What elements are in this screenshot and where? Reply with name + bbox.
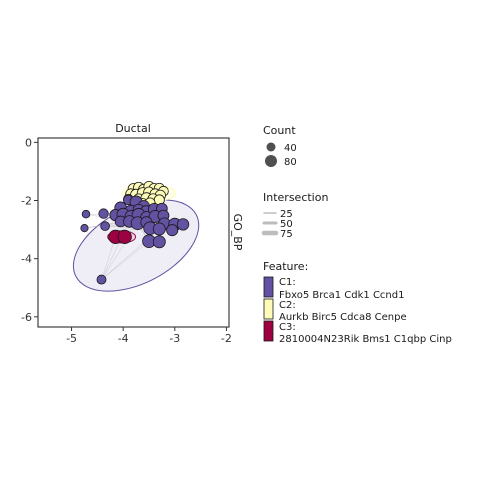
node-c1 <box>166 224 179 237</box>
node-c1 <box>152 222 166 236</box>
y-axis: 0 -2 -4 -6 <box>21 136 38 324</box>
node-c1 <box>98 208 109 219</box>
x-tick-label: -5 <box>66 332 77 345</box>
legend-intersection-label-50: 50 <box>280 219 293 230</box>
legend-intersection-label-25: 25 <box>280 209 293 220</box>
network-nodes <box>80 180 190 285</box>
node-c1 <box>96 274 107 285</box>
legend-count-key-large <box>265 155 277 167</box>
x-tick-label: -2 <box>221 332 232 345</box>
legend: Count 40 80 Intersection 25 50 75 Featur… <box>261 124 452 345</box>
network-edge <box>101 223 138 280</box>
legend-feature-swatch-c1 <box>263 276 274 298</box>
x-tick-label: -4 <box>118 332 129 345</box>
node-c1 <box>81 209 91 219</box>
legend-count-title: Count <box>263 124 296 137</box>
x-axis: -5 -4 -3 -2 <box>66 327 232 345</box>
legend-intersection-title: Intersection <box>263 191 328 204</box>
legend-feature-genes-c1: Fbxo5 Brca1 Cdk1 Ccnd1 <box>279 290 404 301</box>
network-edge <box>101 241 150 280</box>
node-c3 <box>117 229 132 244</box>
node-c1 <box>100 221 110 231</box>
node-c1 <box>176 218 190 231</box>
legend-feature-genes-c3: 2810004N23Rik Bms1 C1qbp Cinp <box>279 334 452 345</box>
legend-feature-swatch-c3 <box>263 320 274 342</box>
y-tick-label: -4 <box>21 253 32 266</box>
legend-feature-label-c2: C2: <box>279 300 296 311</box>
legend-count: Count 40 80 <box>263 124 297 168</box>
legend-feature: Feature: C1: Fbxo5 Brca1 Cdk1 Ccnd1 C2: … <box>263 260 452 345</box>
y-tick-label: 0 <box>25 136 32 149</box>
legend-feature-label-c3: C3: <box>279 322 296 333</box>
panel-border <box>37 137 230 328</box>
y-tick-label: -2 <box>21 195 32 208</box>
legend-feature-label-c1: C1: <box>279 277 296 288</box>
legend-feature-genes-c2: Aurkb Birc5 Cdca8 Cenpe <box>279 312 407 323</box>
panel-title: Ductal <box>115 122 151 135</box>
legend-intersection-label-75: 75 <box>280 229 293 240</box>
x-tick-label: -3 <box>169 332 180 345</box>
node-c1 <box>80 224 89 233</box>
plot-panel <box>37 137 230 328</box>
legend-feature-swatch-c2 <box>263 298 274 320</box>
legend-count-label-small: 40 <box>284 143 297 154</box>
side-strip-label: GO_BP <box>231 214 244 251</box>
node-c1 <box>152 235 166 249</box>
legend-feature-title: Feature: <box>263 260 308 273</box>
legend-count-label-large: 80 <box>284 157 297 168</box>
legend-count-key-small <box>266 142 276 152</box>
legend-intersection: Intersection 25 50 75 <box>261 191 328 240</box>
y-tick-label: -6 <box>21 311 32 324</box>
